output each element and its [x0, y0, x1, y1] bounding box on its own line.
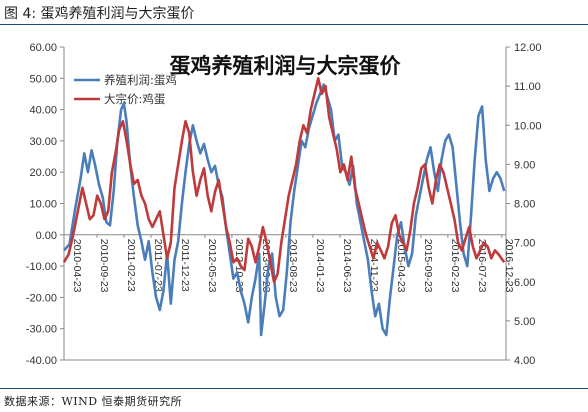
chart-axes: 60.00 50.00 40.00 30.00 20.00 10.00 0.00 -10.00… — [26, 42, 542, 367]
bottom-rule — [0, 388, 588, 389]
y-right-tick-label: 4.00 — [514, 355, 535, 367]
x-tick-label: 2016-02-23 — [449, 239, 461, 293]
x-tick-label-group: 2015-09-23 — [422, 239, 434, 293]
x-tick-label: 2012-05-23 — [206, 239, 218, 293]
legend-label-2: 大宗价:鸡蛋 — [104, 92, 166, 106]
x-tick-label: 2011-12-23 — [179, 239, 191, 292]
series-line-2 — [62, 77, 506, 284]
y-left-tick-label: 20.00 — [29, 167, 57, 179]
chart-title: 蛋鸡养殖利润与大宗蛋价 — [170, 53, 402, 78]
y-left-tick-label: -30.00 — [26, 324, 57, 336]
y-left-tick-label: 60.00 — [29, 42, 57, 54]
top-rule — [0, 24, 588, 25]
y-right-tick-label: 11.00 — [514, 81, 541, 93]
y-right-tick-label: 6.00 — [514, 277, 535, 289]
x-tick-label-group: 2015-04-23 — [395, 239, 407, 293]
y-left-tick-label: 0.00 — [36, 230, 57, 242]
y-left-tick-label: -20.00 — [26, 292, 57, 304]
x-tick-label-group: 2014-01-23 — [314, 239, 326, 293]
y-left-tick-label: 40.00 — [29, 105, 57, 117]
x-tick-label-group: 2011-07-23 — [152, 239, 164, 292]
series-line-1 — [63, 83, 506, 337]
x-tick-label-group: 2014-06-23 — [341, 239, 353, 293]
x-tick-label-group: 2012-05-23 — [206, 239, 218, 293]
y-left-tick-label: 10.00 — [29, 199, 57, 211]
y-right-tick-label: 9.00 — [514, 159, 535, 171]
x-tick-label-group: 2010-04-23 — [71, 239, 83, 293]
x-tick-label-group: 2016-02-23 — [449, 239, 461, 293]
x-tick-label: 2010-04-23 — [71, 239, 83, 293]
x-tick-label: 2016-12-23 — [503, 239, 515, 293]
y-right-tick-label: 8.00 — [514, 199, 535, 211]
x-tick-label: 2012-10-23 — [233, 239, 245, 293]
figure-label: 图 4: 蛋鸡养殖利润与大宗蛋价 — [4, 6, 195, 22]
x-tick-label: 2015-04-23 — [395, 239, 407, 293]
y-left-tick-label: -40.00 — [26, 355, 57, 367]
source-note: 数据来源：WIND 恒泰期货研究所 — [4, 395, 183, 408]
x-tick-label: 2013-08-23 — [287, 239, 299, 293]
legend-label-1: 养殖利润:蛋鸡 — [104, 73, 177, 87]
x-tick-label-group: 2016-12-23 — [503, 239, 515, 293]
x-tick-label: 2015-09-23 — [422, 239, 434, 293]
x-tick-label: 2011-02-23 — [125, 239, 137, 292]
x-tick-label-group: 2011-12-23 — [179, 239, 191, 292]
x-tick-label-group: 2013-08-23 — [287, 239, 299, 293]
x-tick-label: 2014-01-23 — [314, 239, 326, 293]
x-tick-label: 2010-09-23 — [98, 239, 110, 293]
y-left-tick-label: -10.00 — [26, 261, 57, 273]
y-right-tick-label: 10.00 — [514, 120, 542, 132]
y-right-tick-label: 5.00 — [514, 316, 535, 328]
y-right-tick-label: 7.00 — [514, 238, 535, 250]
x-tick-label-group: 2011-02-23 — [125, 239, 137, 292]
series-layer — [62, 77, 506, 337]
x-tick-label-group: 2012-10-23 — [233, 239, 245, 293]
y-left-tick-label: 50.00 — [29, 73, 57, 85]
x-tick-label: 2014-06-23 — [341, 239, 353, 293]
y-left-tick-label: 30.00 — [29, 136, 57, 148]
x-tick-label-group: 2010-09-23 — [98, 239, 110, 293]
x-tick-label: 2011-07-23 — [152, 239, 164, 292]
y-right-tick-label: 12.00 — [514, 42, 542, 54]
